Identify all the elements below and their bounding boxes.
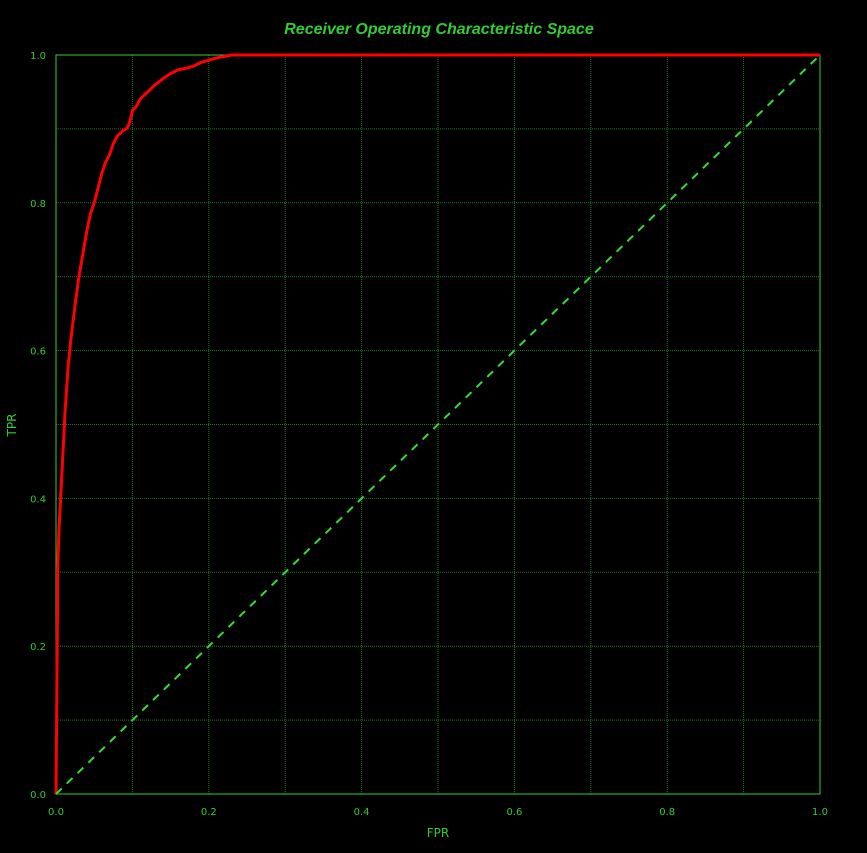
x-tick-label: 0.8 — [659, 807, 675, 818]
roc-curve — [54, 53, 820, 795]
chart-title: Receiver Operating Characteristic Space — [284, 21, 594, 38]
y-tick-label: 0.6 — [30, 347, 46, 358]
y-axis-label: TPR — [5, 414, 19, 438]
y-tick-label: 0.8 — [30, 199, 46, 210]
series-layer — [54, 53, 821, 795]
y-tick-label: 0.0 — [30, 790, 46, 801]
y-tick-label: 0.4 — [30, 494, 46, 505]
y-tick-label: 1.0 — [30, 51, 46, 62]
tick-labels: 0.0 0.2 0.4 0.6 0.8 1.0 0.0 0.2 0.4 0.6 0.8 1.0 — [30, 51, 828, 818]
y-tick-label: 0.2 — [30, 642, 46, 653]
x-tick-label: 0.0 — [48, 807, 64, 818]
grid-lines — [56, 55, 820, 794]
x-tick-label: 0.6 — [506, 807, 522, 818]
x-tick-label: 1.0 — [812, 807, 828, 818]
x-tick-label: 0.4 — [354, 807, 370, 818]
x-axis-label: FPR — [427, 826, 449, 840]
random-classifier-diagonal — [55, 54, 821, 795]
x-tick-label: 0.2 — [201, 807, 217, 818]
